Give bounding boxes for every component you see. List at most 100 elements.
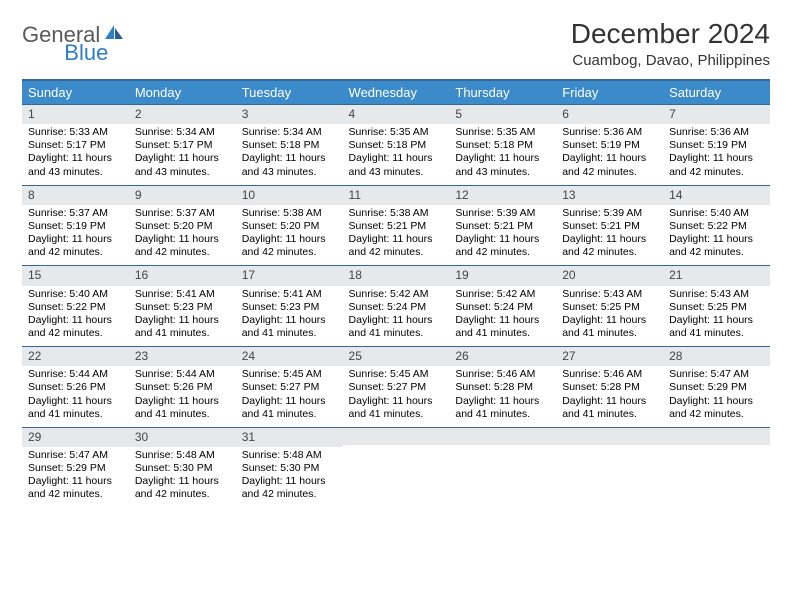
day-number: 6 [556,105,663,124]
sunrise-line: Sunrise: 5:39 AM [562,207,657,220]
weekday-header: Tuesday [236,81,343,104]
day-data: Sunrise: 5:40 AMSunset: 5:22 PMDaylight:… [22,286,129,347]
day-data: Sunrise: 5:38 AMSunset: 5:20 PMDaylight:… [236,205,343,266]
calendar-week-row: 22Sunrise: 5:44 AMSunset: 5:26 PMDayligh… [22,346,770,427]
calendar-day-cell: 4Sunrise: 5:35 AMSunset: 5:18 PMDaylight… [343,105,450,185]
calendar-day-cell: 22Sunrise: 5:44 AMSunset: 5:26 PMDayligh… [22,347,129,427]
calendar-day-cell [556,428,663,508]
calendar-day-cell: 18Sunrise: 5:42 AMSunset: 5:24 PMDayligh… [343,266,450,346]
sunrise-line: Sunrise: 5:45 AM [242,368,337,381]
calendar-week-row: 8Sunrise: 5:37 AMSunset: 5:19 PMDaylight… [22,185,770,266]
calendar-day-cell: 28Sunrise: 5:47 AMSunset: 5:29 PMDayligh… [663,347,770,427]
daylight-line: Daylight: 11 hours and 41 minutes. [28,395,123,421]
sunset-line: Sunset: 5:30 PM [242,462,337,475]
daylight-line: Daylight: 11 hours and 43 minutes. [455,152,550,178]
daylight-line: Daylight: 11 hours and 42 minutes. [135,475,230,501]
sunset-line: Sunset: 5:27 PM [349,381,444,394]
sunset-line: Sunset: 5:20 PM [242,220,337,233]
day-data: Sunrise: 5:40 AMSunset: 5:22 PMDaylight:… [663,205,770,266]
day-data: Sunrise: 5:47 AMSunset: 5:29 PMDaylight:… [22,447,129,508]
page-title: December 2024 [571,18,770,50]
daylight-line: Daylight: 11 hours and 41 minutes. [455,314,550,340]
calendar-day-cell: 14Sunrise: 5:40 AMSunset: 5:22 PMDayligh… [663,186,770,266]
daylight-line: Daylight: 11 hours and 43 minutes. [242,152,337,178]
day-number: 23 [129,347,236,366]
sunrise-line: Sunrise: 5:46 AM [562,368,657,381]
day-number [663,428,770,445]
sunset-line: Sunset: 5:29 PM [28,462,123,475]
calendar-day-cell: 25Sunrise: 5:45 AMSunset: 5:27 PMDayligh… [343,347,450,427]
calendar-day-cell: 19Sunrise: 5:42 AMSunset: 5:24 PMDayligh… [449,266,556,346]
sunrise-line: Sunrise: 5:38 AM [242,207,337,220]
day-data: Sunrise: 5:41 AMSunset: 5:23 PMDaylight:… [236,286,343,347]
day-number: 18 [343,266,450,285]
day-data: Sunrise: 5:35 AMSunset: 5:18 PMDaylight:… [449,124,556,185]
sunrise-line: Sunrise: 5:36 AM [669,126,764,139]
sunrise-line: Sunrise: 5:40 AM [28,288,123,301]
day-data [449,445,556,497]
sunset-line: Sunset: 5:18 PM [242,139,337,152]
day-number: 3 [236,105,343,124]
weekday-header: Monday [129,81,236,104]
daylight-line: Daylight: 11 hours and 42 minutes. [669,233,764,259]
calendar-day-cell: 31Sunrise: 5:48 AMSunset: 5:30 PMDayligh… [236,428,343,508]
day-data: Sunrise: 5:48 AMSunset: 5:30 PMDaylight:… [236,447,343,508]
day-data: Sunrise: 5:38 AMSunset: 5:21 PMDaylight:… [343,205,450,266]
calendar-day-cell [343,428,450,508]
sunset-line: Sunset: 5:18 PM [455,139,550,152]
sunset-line: Sunset: 5:22 PM [669,220,764,233]
daylight-line: Daylight: 11 hours and 42 minutes. [349,233,444,259]
daylight-line: Daylight: 11 hours and 41 minutes. [135,395,230,421]
day-number: 12 [449,186,556,205]
calendar-day-cell: 24Sunrise: 5:45 AMSunset: 5:27 PMDayligh… [236,347,343,427]
calendar-day-cell: 17Sunrise: 5:41 AMSunset: 5:23 PMDayligh… [236,266,343,346]
sunset-line: Sunset: 5:30 PM [135,462,230,475]
sunrise-line: Sunrise: 5:35 AM [455,126,550,139]
day-data: Sunrise: 5:36 AMSunset: 5:19 PMDaylight:… [556,124,663,185]
day-data: Sunrise: 5:45 AMSunset: 5:27 PMDaylight:… [236,366,343,427]
day-data: Sunrise: 5:45 AMSunset: 5:27 PMDaylight:… [343,366,450,427]
sunrise-line: Sunrise: 5:41 AM [135,288,230,301]
sunset-line: Sunset: 5:26 PM [28,381,123,394]
day-number: 11 [343,186,450,205]
calendar-day-cell: 2Sunrise: 5:34 AMSunset: 5:17 PMDaylight… [129,105,236,185]
sunset-line: Sunset: 5:29 PM [669,381,764,394]
calendar-day-cell: 29Sunrise: 5:47 AMSunset: 5:29 PMDayligh… [22,428,129,508]
brand-text-blue: Blue [64,40,108,66]
calendar-day-cell: 16Sunrise: 5:41 AMSunset: 5:23 PMDayligh… [129,266,236,346]
day-number: 10 [236,186,343,205]
calendar-day-cell: 15Sunrise: 5:40 AMSunset: 5:22 PMDayligh… [22,266,129,346]
day-number: 30 [129,428,236,447]
calendar-week-row: 29Sunrise: 5:47 AMSunset: 5:29 PMDayligh… [22,427,770,508]
daylight-line: Daylight: 11 hours and 42 minutes. [28,233,123,259]
day-number: 24 [236,347,343,366]
day-data [343,445,450,497]
day-data: Sunrise: 5:39 AMSunset: 5:21 PMDaylight:… [449,205,556,266]
daylight-line: Daylight: 11 hours and 42 minutes. [28,475,123,501]
sunrise-line: Sunrise: 5:43 AM [562,288,657,301]
day-number: 15 [22,266,129,285]
sunrise-line: Sunrise: 5:47 AM [669,368,764,381]
calendar-day-cell: 11Sunrise: 5:38 AMSunset: 5:21 PMDayligh… [343,186,450,266]
sunrise-line: Sunrise: 5:41 AM [242,288,337,301]
sunset-line: Sunset: 5:17 PM [135,139,230,152]
calendar-day-cell: 7Sunrise: 5:36 AMSunset: 5:19 PMDaylight… [663,105,770,185]
sunset-line: Sunset: 5:21 PM [562,220,657,233]
day-data: Sunrise: 5:44 AMSunset: 5:26 PMDaylight:… [22,366,129,427]
sunrise-line: Sunrise: 5:38 AM [349,207,444,220]
day-number: 29 [22,428,129,447]
daylight-line: Daylight: 11 hours and 41 minutes. [135,314,230,340]
calendar-day-cell: 6Sunrise: 5:36 AMSunset: 5:19 PMDaylight… [556,105,663,185]
sunrise-line: Sunrise: 5:44 AM [28,368,123,381]
sunrise-line: Sunrise: 5:48 AM [242,449,337,462]
day-data: Sunrise: 5:39 AMSunset: 5:21 PMDaylight:… [556,205,663,266]
sunset-line: Sunset: 5:27 PM [242,381,337,394]
day-number: 9 [129,186,236,205]
day-data [663,445,770,497]
day-number: 31 [236,428,343,447]
sunset-line: Sunset: 5:18 PM [349,139,444,152]
daylight-line: Daylight: 11 hours and 43 minutes. [349,152,444,178]
daylight-line: Daylight: 11 hours and 42 minutes. [562,233,657,259]
sunrise-line: Sunrise: 5:37 AM [28,207,123,220]
day-number: 7 [663,105,770,124]
